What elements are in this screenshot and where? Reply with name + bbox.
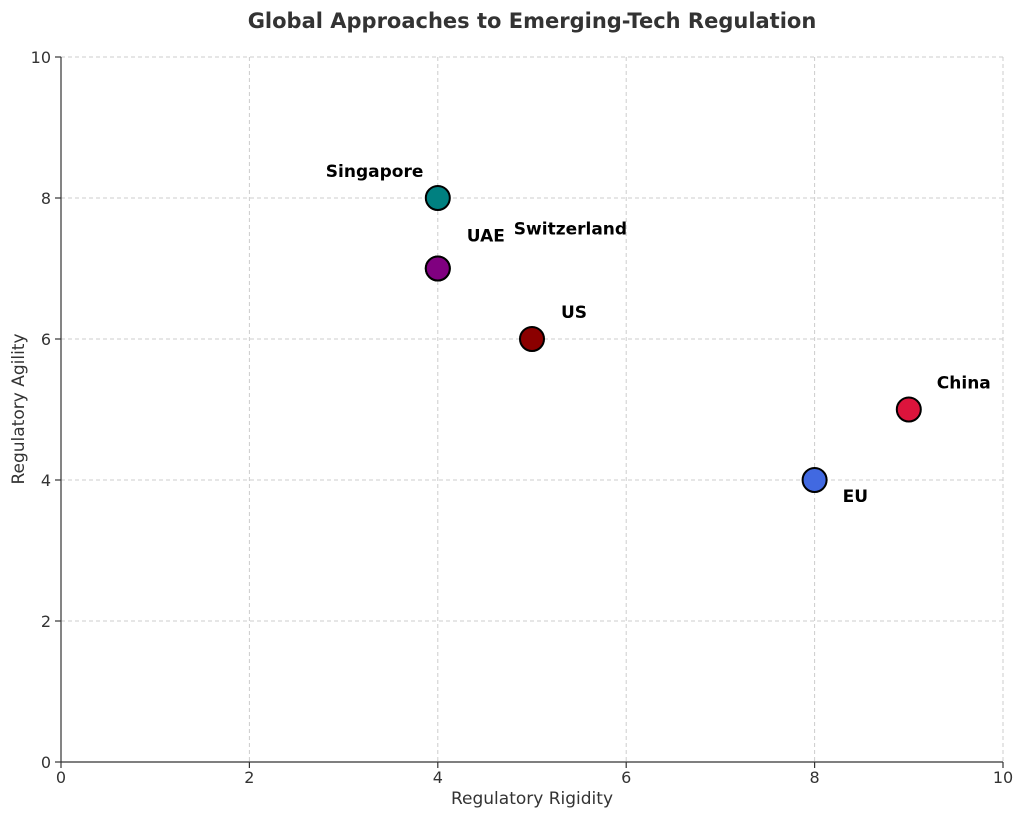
y-tick-label: 4 xyxy=(41,471,51,490)
grid xyxy=(61,56,1004,762)
point-label-china: China xyxy=(937,374,991,394)
point-label-singapore: Singapore xyxy=(326,162,424,182)
data-point-us xyxy=(519,326,545,352)
x-axis-label: Regulatory Rigidity xyxy=(451,789,613,809)
x-tick-label: 2 xyxy=(244,768,254,787)
data-point-china xyxy=(895,396,922,423)
point-labels: Singapore UAE Switzerland US China EU xyxy=(326,162,991,507)
x-tick-label: 8 xyxy=(810,768,820,787)
y-tick-label: 0 xyxy=(41,753,51,772)
x-tick-label: 4 xyxy=(433,768,443,787)
point-label-us: US xyxy=(561,303,587,323)
data-point-switzerland xyxy=(424,255,451,282)
y-tick-label: 6 xyxy=(41,330,51,349)
y-tick-label: 2 xyxy=(41,612,51,631)
point-label-switzerland: Switzerland xyxy=(514,220,627,240)
data-points xyxy=(424,185,922,493)
y-tick-label: 10 xyxy=(31,48,51,67)
y-tick-label: 8 xyxy=(41,189,51,208)
x-tick-label: 0 xyxy=(56,768,66,787)
point-label-uae: UAE xyxy=(467,227,505,247)
point-label-eu: EU xyxy=(843,487,868,507)
axes xyxy=(60,57,1003,763)
chart-title: Global Approaches to Emerging-Tech Regul… xyxy=(248,9,817,33)
data-point-eu xyxy=(801,467,828,493)
y-axis-label: Regulatory Agility xyxy=(9,333,29,484)
ticks: 0 2 4 6 8 10 0 2 4 6 8 10 xyxy=(31,48,1014,787)
x-tick-label: 10 xyxy=(993,768,1013,787)
data-point-singapore xyxy=(424,185,451,211)
x-tick-label: 6 xyxy=(621,768,631,787)
